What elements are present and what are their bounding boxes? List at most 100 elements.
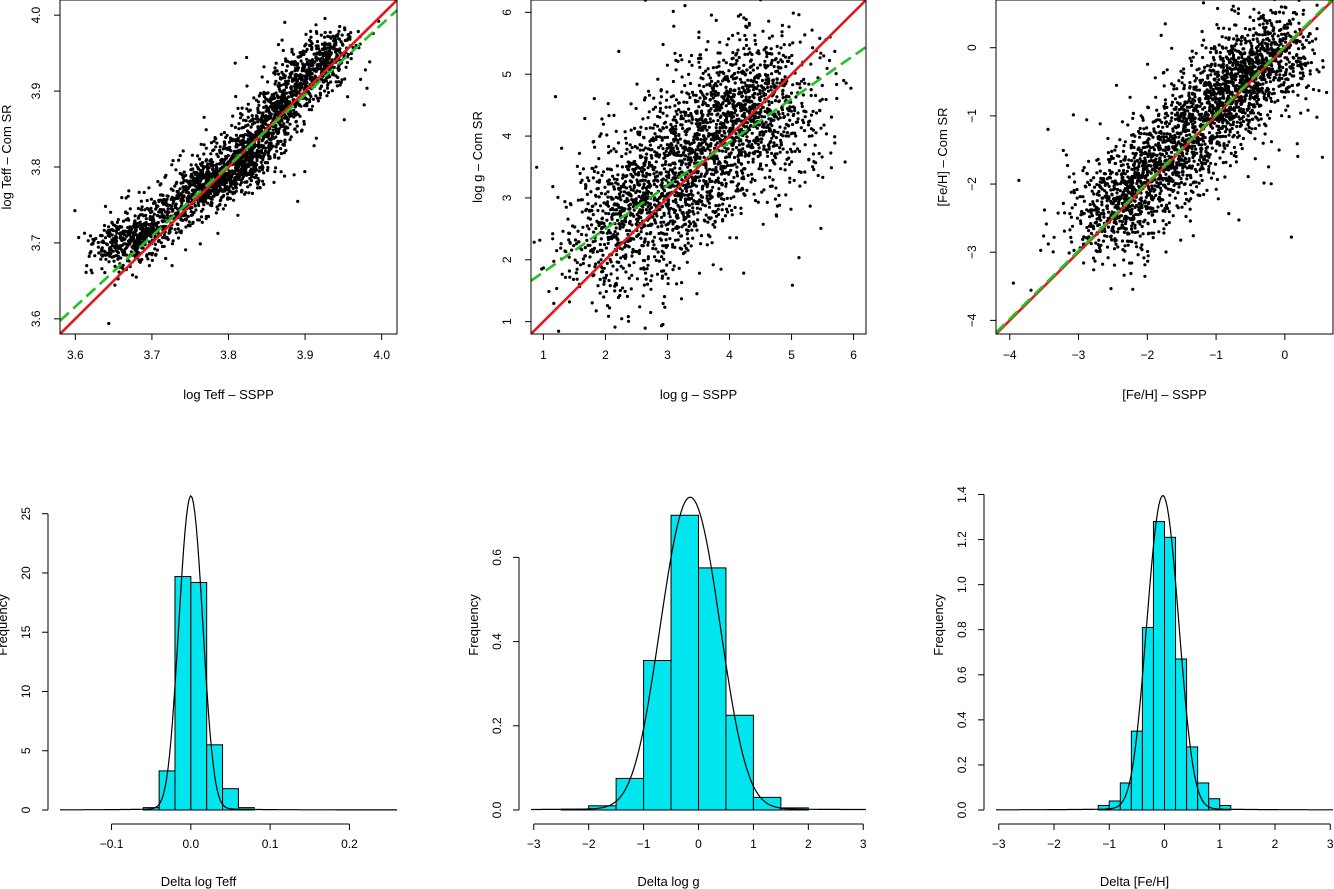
- x-tick-label: 3.6: [67, 348, 84, 362]
- x-tick-label: 5: [788, 348, 795, 362]
- y-axis-label: Frequency: [931, 594, 946, 656]
- y-tick-label: −4: [965, 313, 979, 327]
- histogram-bar: [1164, 536, 1177, 811]
- y-tick-label: 25: [19, 507, 33, 521]
- x-tick-label: −1: [637, 837, 651, 851]
- x-axis-label: [Fe/H] – SSPP: [1122, 387, 1207, 402]
- y-tick-label: 2: [500, 256, 514, 263]
- scatter-panel-1: 3.6 3.7 3.8 3.9 4.0 3.6 3.7 3.8 3.9 4.0 log Teff –…: [0, 0, 398, 402]
- histogram-bar: [1219, 804, 1232, 811]
- histogram-bar: [1197, 782, 1210, 811]
- y-tick-label: 0.4: [490, 633, 504, 650]
- fit-line: [996, 0, 1333, 334]
- x-tick-label: −4: [1003, 348, 1017, 362]
- y-tick-label: 4: [500, 132, 514, 139]
- point-cloud: [1011, 0, 1333, 292]
- y-tick-label: 5: [19, 747, 33, 754]
- y-tick-label: 0: [965, 44, 979, 51]
- y-tick-label: 1.0: [955, 576, 969, 593]
- y-tick-label: −3: [965, 245, 979, 259]
- scatter-panel-2: 1 2 3 4 5 6 1 2 3 4 5 6 log g – SSPP log g – Com SR: [470, 0, 867, 402]
- density-curve: [60, 494, 397, 811]
- plot-frame: [530, 0, 867, 335]
- y-tick-label: 1: [500, 318, 514, 325]
- x-tick-label: 3.8: [220, 348, 237, 362]
- y-tick-label: 0.0: [955, 801, 969, 818]
- fit-line: [531, 45, 866, 282]
- x-tick-label: 3: [1327, 837, 1334, 851]
- x-axis-label: log Teff – SSPP: [183, 387, 274, 402]
- x-tick-label: −3: [1072, 348, 1086, 362]
- x-tick-label: −1: [1102, 837, 1116, 851]
- histogram-bar: [222, 788, 239, 811]
- histogram-bar: [1208, 798, 1221, 811]
- x-tick-label: −3: [527, 837, 541, 851]
- y-tick-label: 3.7: [29, 234, 43, 251]
- histogram-bar: [725, 714, 754, 811]
- x-tick-label: −2: [1140, 348, 1154, 362]
- density-curve: [531, 496, 866, 811]
- histogram-bar: [643, 660, 672, 811]
- y-axis-label: Frequency: [466, 594, 481, 656]
- x-tick-label: 2: [1272, 837, 1279, 851]
- x-tick-label: 0.0: [182, 837, 199, 851]
- x-tick-label: −0.1: [100, 837, 124, 851]
- x-tick-label: −2: [1047, 837, 1061, 851]
- y-axis-label: log g – Com SR: [470, 111, 485, 203]
- x-tick-label: 3.9: [297, 348, 314, 362]
- identity-line: [531, 0, 866, 334]
- y-tick-label: 20: [19, 566, 33, 580]
- x-tick-label: 0: [695, 837, 702, 851]
- identity-line: [60, 0, 397, 334]
- x-tick-label: 4: [726, 348, 733, 362]
- x-tick-label: 1: [1216, 837, 1223, 851]
- x-tick-label: 0: [1161, 837, 1168, 851]
- y-tick-label: 1.2: [955, 531, 969, 548]
- histogram-bar: [174, 576, 192, 811]
- x-tick-label: 1: [540, 348, 547, 362]
- y-tick-label: 0.8: [955, 621, 969, 638]
- x-tick-label: 2: [805, 837, 812, 851]
- x-tick-label: 4.0: [373, 348, 390, 362]
- x-tick-label: −2: [582, 837, 596, 851]
- plot-frame: [995, 0, 1334, 335]
- y-tick-label: 0.6: [490, 549, 504, 566]
- y-tick-label: 0.0: [490, 801, 504, 818]
- y-axis-label: Frequency: [0, 594, 10, 656]
- x-tick-label: −1: [1209, 348, 1223, 362]
- y-tick-label: 3.6: [29, 310, 43, 327]
- y-tick-label: 0: [19, 806, 33, 813]
- x-axis-label: Delta log g: [637, 874, 699, 889]
- density-curve: [996, 494, 1333, 811]
- y-tick-label: −2: [965, 177, 979, 191]
- y-tick-label: 5: [500, 71, 514, 78]
- histogram-panel-2: −3 −2 −1 0 1 2 3 0.0 0.2 0.4 0.6 Delta log g Frequen…: [466, 496, 867, 889]
- x-axis-label: Delta [Fe/H]: [1100, 874, 1169, 889]
- y-tick-label: 6: [500, 9, 514, 16]
- y-tick-label: −1: [965, 109, 979, 123]
- histogram-bar: [670, 514, 699, 811]
- histogram-bar: [1152, 521, 1165, 811]
- y-tick-label: 0.2: [955, 756, 969, 773]
- x-tick-label: 2: [602, 348, 609, 362]
- scatter-panel-3: −4 −3 −2 −1 0 −4 −3 −2 −1 0 [Fe/H] – SSPP [Fe/H] – …: [935, 0, 1334, 402]
- x-tick-label: 3: [860, 837, 867, 851]
- y-tick-label: 4.0: [29, 7, 43, 24]
- x-tick-label: 3: [664, 348, 671, 362]
- y-tick-label: 10: [19, 684, 33, 698]
- x-tick-label: 0.2: [341, 837, 358, 851]
- x-tick-label: 1: [750, 837, 757, 851]
- y-axis-label: [Fe/H] – Com SR: [935, 108, 950, 207]
- histogram-bar: [1130, 730, 1143, 811]
- y-tick-label: 3.9: [29, 82, 43, 99]
- y-tick-label: 15: [19, 625, 33, 639]
- y-tick-label: 3.8: [29, 158, 43, 175]
- x-axis-label: log g – SSPP: [660, 387, 737, 402]
- histogram-bar: [1186, 746, 1199, 811]
- y-tick-label: 3: [500, 194, 514, 201]
- point-cloud: [532, 0, 853, 333]
- fit-line: [60, 9, 397, 322]
- y-tick-label: 0.6: [955, 666, 969, 683]
- x-axis-label: Delta log Teff: [161, 874, 237, 889]
